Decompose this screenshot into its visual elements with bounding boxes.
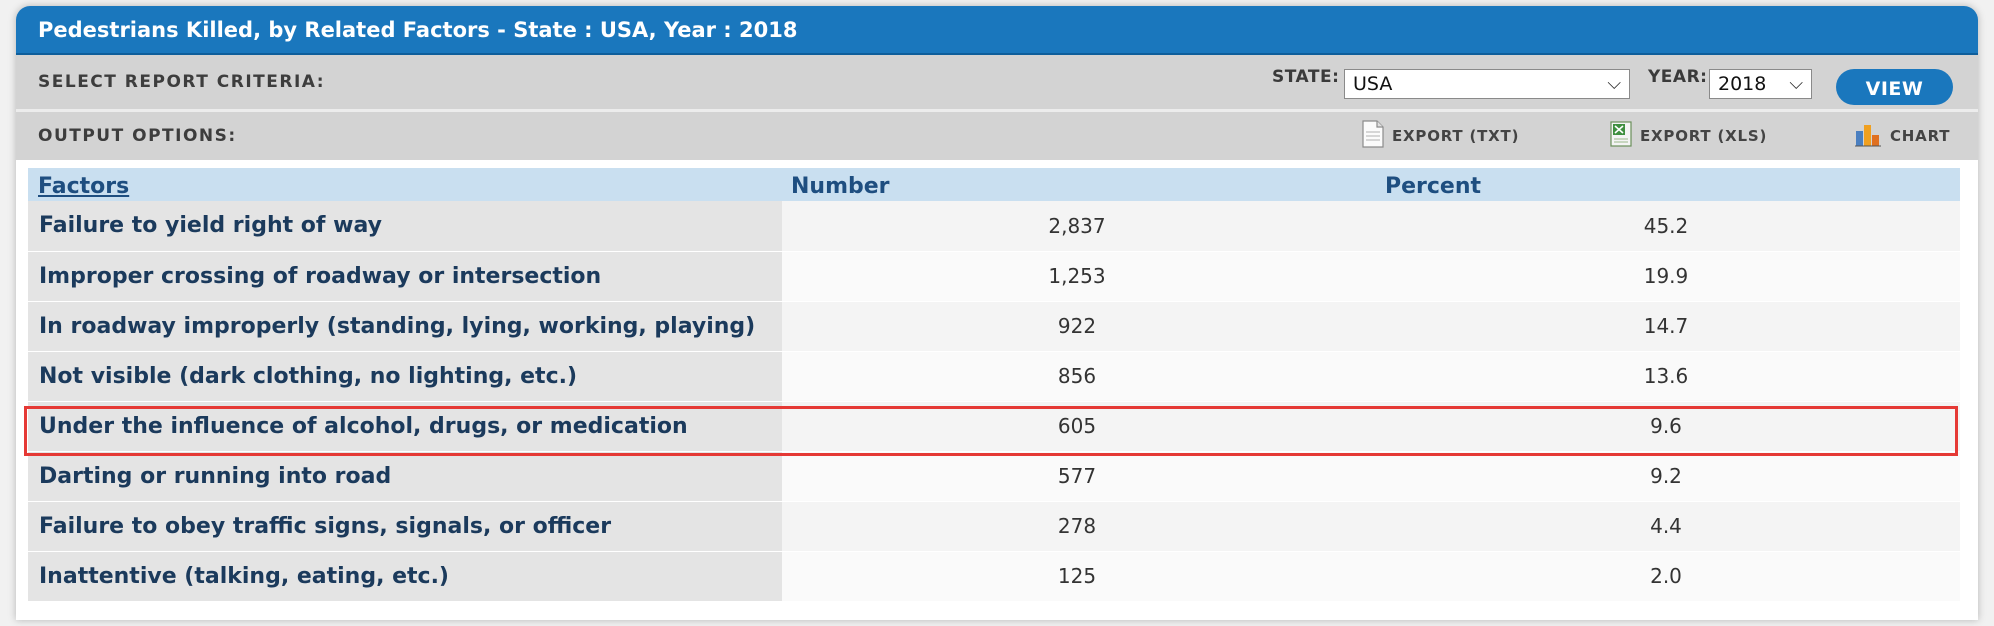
chart-button[interactable]: CHART bbox=[1854, 112, 1950, 160]
percent-cell: 19.9 bbox=[1372, 251, 1960, 302]
percent-cell: 2.0 bbox=[1372, 551, 1960, 602]
table-row: In roadway improperly (standing, lying, … bbox=[28, 301, 1960, 352]
factor-cell: Failure to yield right of way bbox=[28, 201, 782, 252]
table-row: Failure to obey traffic signs, signals, … bbox=[28, 501, 1960, 552]
export-txt-button[interactable]: EXPORT (TXT) bbox=[1362, 112, 1519, 160]
number-cell: 577 bbox=[782, 451, 1372, 502]
factors-table-container: Factors Number Percent Failure to yield … bbox=[28, 168, 1960, 602]
percent-cell: 9.2 bbox=[1372, 451, 1960, 502]
year-select-value: 2018 bbox=[1718, 73, 1767, 95]
number-cell: 856 bbox=[782, 351, 1372, 402]
text-file-icon bbox=[1362, 120, 1384, 152]
table-row: Not visible (dark clothing, no lighting,… bbox=[28, 351, 1960, 402]
criteria-bar: SELECT REPORT CRITERIA: STATE: USA ⌵ YEA… bbox=[16, 55, 1978, 112]
report-panel: Pedestrians Killed, by Related Factors -… bbox=[16, 6, 1978, 620]
chevron-down-icon: ⌵ bbox=[1607, 73, 1621, 94]
percent-cell: 45.2 bbox=[1372, 201, 1960, 252]
factors-column-header[interactable]: Factors bbox=[28, 168, 782, 201]
bar-chart-icon bbox=[1854, 121, 1882, 151]
number-column-header: Number bbox=[782, 168, 1372, 201]
factor-cell: Improper crossing of roadway or intersec… bbox=[28, 251, 782, 302]
factor-cell: Inattentive (talking, eating, etc.) bbox=[28, 551, 782, 602]
spreadsheet-icon bbox=[1610, 121, 1632, 151]
number-cell: 125 bbox=[782, 551, 1372, 602]
export-txt-label: EXPORT (TXT) bbox=[1392, 127, 1520, 145]
number-cell: 922 bbox=[782, 301, 1372, 352]
number-cell: 278 bbox=[782, 501, 1372, 552]
factor-cell: Failure to obey traffic signs, signals, … bbox=[28, 501, 782, 552]
table-row-highlighted: Under the influence of alcohol, drugs, o… bbox=[28, 401, 1960, 452]
year-label: YEAR: bbox=[1648, 67, 1708, 87]
view-button[interactable]: VIEW bbox=[1836, 69, 1953, 105]
number-cell: 1,253 bbox=[782, 251, 1372, 302]
chart-label: CHART bbox=[1890, 127, 1951, 145]
percent-column-header: Percent bbox=[1372, 168, 1960, 201]
state-select[interactable]: USA ⌵ bbox=[1344, 69, 1630, 99]
percent-cell: 9.6 bbox=[1372, 401, 1960, 452]
report-title: Pedestrians Killed, by Related Factors -… bbox=[16, 6, 1978, 55]
export-xls-button[interactable]: EXPORT (XLS) bbox=[1610, 112, 1767, 160]
table-row: Failure to yield right of way 2,837 45.2 bbox=[28, 201, 1960, 252]
factor-cell: Not visible (dark clothing, no lighting,… bbox=[28, 351, 782, 402]
state-label: STATE: bbox=[1272, 67, 1340, 87]
chevron-down-icon: ⌵ bbox=[1789, 73, 1803, 94]
output-label: OUTPUT OPTIONS: bbox=[38, 126, 237, 146]
table-header-row: Factors Number Percent bbox=[28, 168, 1960, 201]
factors-table: Factors Number Percent Failure to yield … bbox=[28, 168, 1960, 602]
percent-cell: 14.7 bbox=[1372, 301, 1960, 352]
factor-cell: Under the influence of alcohol, drugs, o… bbox=[28, 401, 782, 452]
year-select[interactable]: 2018 ⌵ bbox=[1709, 69, 1812, 99]
table-row: Improper crossing of roadway or intersec… bbox=[28, 251, 1960, 302]
percent-cell: 4.4 bbox=[1372, 501, 1960, 552]
number-cell: 605 bbox=[782, 401, 1372, 452]
output-bar: OUTPUT OPTIONS: EXPORT (TXT) bbox=[16, 112, 1978, 160]
state-select-value: USA bbox=[1353, 73, 1393, 95]
table-row: Inattentive (talking, eating, etc.) 125 … bbox=[28, 551, 1960, 602]
percent-cell: 13.6 bbox=[1372, 351, 1960, 402]
export-xls-label: EXPORT (XLS) bbox=[1640, 127, 1768, 145]
criteria-label: SELECT REPORT CRITERIA: bbox=[38, 72, 326, 92]
table-row: Darting or running into road 577 9.2 bbox=[28, 451, 1960, 502]
factor-cell: In roadway improperly (standing, lying, … bbox=[28, 301, 782, 352]
factor-cell: Darting or running into road bbox=[28, 451, 782, 502]
number-cell: 2,837 bbox=[782, 201, 1372, 252]
